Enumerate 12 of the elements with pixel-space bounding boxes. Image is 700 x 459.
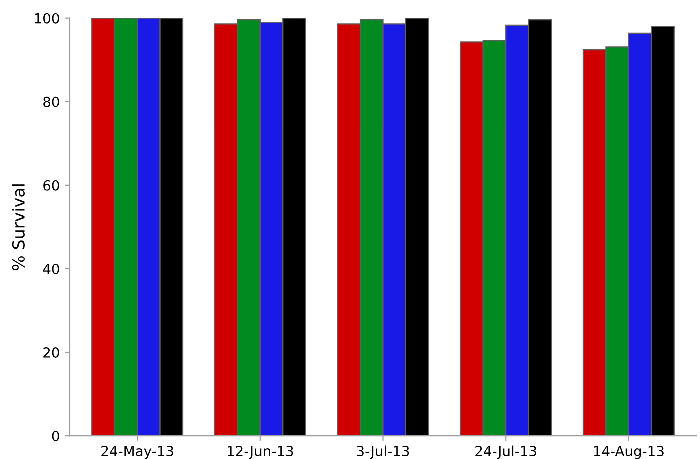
x-tick-label: 14-Aug-13 [594,446,664,459]
y-tick-label: 80 [44,96,60,108]
x-tick-label: 3-Jul-13 [357,446,410,459]
x-tick-label: 24-May-13 [102,446,174,459]
y-tick-label: 0 [52,431,60,442]
y-tick-label: 60 [44,180,60,191]
y-tick-label: 40 [43,264,60,274]
x-tick-label: 24-Jul-13 [476,446,536,459]
y-axis-title: % Survival [12,184,25,270]
x-tick-label: 12-Jun-13 [228,446,294,459]
y-tick-label: 100 [35,13,60,24]
y-tick-label: 20 [44,347,60,358]
